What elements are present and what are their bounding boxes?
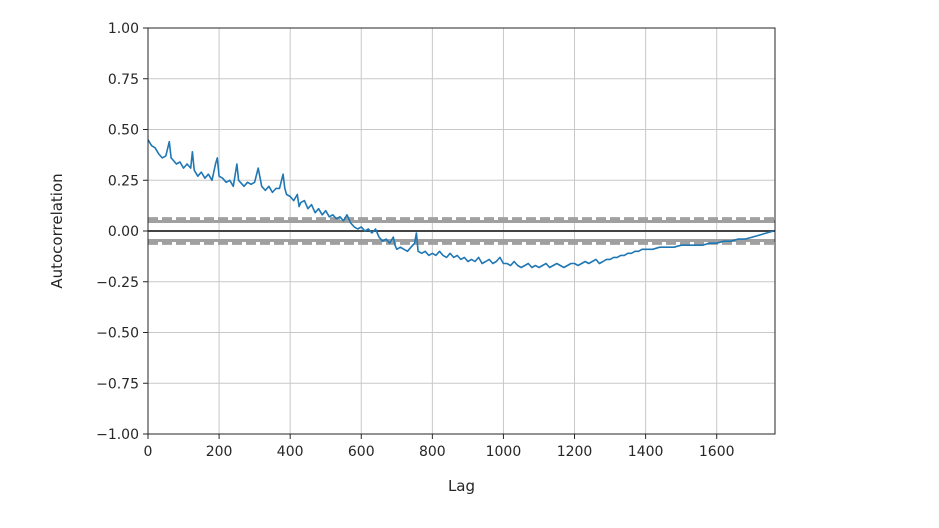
confidence-bands (148, 217, 775, 245)
y-tick-label: 0.50 (108, 123, 139, 139)
x-tick-label: 1400 (628, 444, 664, 460)
x-tick-label: 400 (277, 444, 304, 460)
y-tick-label: −1.00 (96, 427, 139, 443)
y-tick-label: −0.75 (96, 376, 139, 392)
y-tick-label: −0.25 (96, 275, 139, 291)
x-tick-label: 0 (144, 444, 153, 460)
autocorrelation-series-line (147, 139, 774, 269)
y-tick-label: 1.00 (108, 21, 139, 37)
y-tick-label: 0.25 (108, 173, 139, 189)
x-tick-label: 1000 (486, 444, 522, 460)
x-tick-label: 200 (206, 444, 233, 460)
axis-ticks: 0 200 400 600 800 1000 1200 1400 1600 1.00 0.75 0.5… (96, 21, 734, 460)
x-tick-label: 1200 (557, 444, 593, 460)
x-tick-label: 1600 (699, 444, 735, 460)
y-tick-label: −0.50 (96, 326, 139, 342)
y-tick-label: 0.00 (108, 224, 139, 240)
x-tick-label: 800 (419, 444, 446, 460)
y-tick-label: 0.75 (108, 72, 139, 88)
x-tick-label: 600 (348, 444, 375, 460)
y-axis-label: Autocorrelation (48, 173, 66, 288)
series-layer (147, 139, 774, 269)
x-axis-label: Lag (448, 477, 475, 495)
